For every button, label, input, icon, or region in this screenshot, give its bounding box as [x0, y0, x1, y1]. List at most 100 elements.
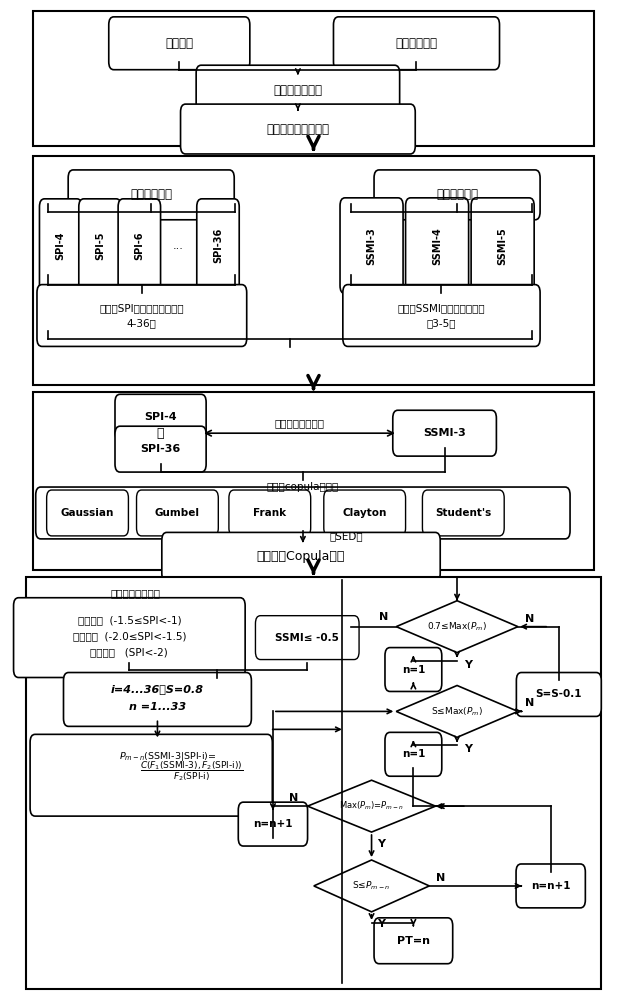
- FancyBboxPatch shape: [343, 285, 540, 346]
- Text: n=n+1: n=n+1: [531, 881, 571, 891]
- Text: SPI-36: SPI-36: [140, 444, 181, 454]
- FancyBboxPatch shape: [33, 156, 594, 385]
- FancyBboxPatch shape: [385, 648, 442, 691]
- FancyBboxPatch shape: [46, 490, 129, 536]
- Text: n=1: n=1: [402, 749, 425, 759]
- Text: 寻找最佳Copula函数: 寻找最佳Copula函数: [257, 550, 345, 563]
- FancyBboxPatch shape: [393, 410, 497, 456]
- FancyBboxPatch shape: [517, 673, 601, 716]
- FancyBboxPatch shape: [26, 577, 601, 989]
- Polygon shape: [314, 860, 429, 912]
- FancyBboxPatch shape: [118, 199, 161, 293]
- Text: Gaussian: Gaussian: [61, 508, 114, 518]
- FancyBboxPatch shape: [406, 198, 468, 294]
- Text: 中旱情景  (-1.5≤SPI<-1): 中旱情景 (-1.5≤SPI<-1): [78, 616, 181, 626]
- Text: S≤$P_{m-n}$: S≤$P_{m-n}$: [352, 880, 391, 892]
- FancyBboxPatch shape: [374, 918, 453, 964]
- FancyBboxPatch shape: [36, 487, 570, 539]
- Text: 4-36旬: 4-36旬: [127, 318, 157, 328]
- Text: Y: Y: [377, 919, 385, 929]
- Text: SPI-4: SPI-4: [144, 412, 177, 422]
- Text: SPI-4: SPI-4: [56, 231, 66, 260]
- Text: SSMI≤ -0.5: SSMI≤ -0.5: [275, 633, 339, 643]
- FancyBboxPatch shape: [115, 426, 206, 472]
- FancyBboxPatch shape: [516, 864, 586, 908]
- Text: 极旱情景   (SPI<-2): 极旱情景 (SPI<-2): [90, 648, 168, 658]
- Text: SPI-6: SPI-6: [134, 231, 144, 260]
- Polygon shape: [396, 685, 518, 737]
- Text: Clayton: Clayton: [342, 508, 387, 518]
- FancyBboxPatch shape: [471, 198, 534, 294]
- Text: n=n+1: n=n+1: [253, 819, 293, 829]
- FancyBboxPatch shape: [33, 11, 594, 146]
- Text: Frank: Frank: [253, 508, 287, 518]
- Text: SPI-36: SPI-36: [213, 228, 223, 263]
- FancyBboxPatch shape: [334, 17, 500, 70]
- Text: N: N: [289, 793, 298, 803]
- FancyBboxPatch shape: [229, 490, 311, 536]
- FancyBboxPatch shape: [137, 490, 218, 536]
- Text: SSMI-4: SSMI-4: [432, 227, 442, 265]
- FancyBboxPatch shape: [385, 732, 442, 776]
- Text: 旬尺度SPI指数时间累积范围: 旬尺度SPI指数时间累积范围: [100, 304, 184, 314]
- Text: N: N: [525, 614, 534, 624]
- FancyBboxPatch shape: [197, 199, 240, 293]
- Text: 旬尺度SSMI指数时间累积范: 旬尺度SSMI指数时间累积范: [398, 304, 485, 314]
- Text: SSMI-5: SSMI-5: [498, 227, 508, 265]
- Text: Y: Y: [377, 839, 385, 849]
- Text: n =1...33: n =1...33: [129, 702, 186, 712]
- Polygon shape: [308, 780, 436, 832]
- Text: Y: Y: [465, 660, 472, 670]
- FancyBboxPatch shape: [63, 673, 251, 726]
- Text: Gumbel: Gumbel: [155, 508, 200, 518]
- Text: PT=n: PT=n: [397, 936, 430, 946]
- Text: N: N: [379, 612, 388, 622]
- FancyBboxPatch shape: [115, 394, 206, 440]
- Text: 农业干旱指数: 农业干旱指数: [436, 188, 478, 201]
- FancyBboxPatch shape: [40, 199, 82, 293]
- Text: n=1: n=1: [402, 665, 425, 675]
- Text: Y: Y: [465, 744, 472, 754]
- Text: 0.7≤Max($P_m$): 0.7≤Max($P_m$): [427, 620, 487, 633]
- Text: N: N: [525, 698, 534, 708]
- FancyBboxPatch shape: [181, 104, 415, 154]
- FancyBboxPatch shape: [30, 734, 272, 816]
- FancyBboxPatch shape: [340, 198, 403, 294]
- FancyBboxPatch shape: [108, 17, 250, 70]
- FancyBboxPatch shape: [196, 65, 399, 115]
- FancyBboxPatch shape: [423, 490, 504, 536]
- FancyBboxPatch shape: [37, 285, 246, 346]
- FancyBboxPatch shape: [238, 802, 308, 846]
- FancyBboxPatch shape: [33, 392, 594, 570]
- Polygon shape: [396, 601, 518, 653]
- Text: 围3-5旬: 围3-5旬: [427, 318, 456, 328]
- FancyBboxPatch shape: [68, 170, 234, 220]
- Text: SSMI-3: SSMI-3: [423, 428, 466, 438]
- Text: （三种干旱情景）: （三种干旱情景）: [110, 588, 161, 598]
- FancyBboxPatch shape: [162, 532, 440, 581]
- Text: 重旱情景  (-2.0≤SPI<-1.5): 重旱情景 (-2.0≤SPI<-1.5): [73, 632, 186, 642]
- FancyBboxPatch shape: [374, 170, 540, 220]
- Text: SSMI-3: SSMI-3: [367, 227, 377, 265]
- Text: Max($P_m$)=$P_{m-n}$: Max($P_m$)=$P_{m-n}$: [339, 800, 404, 812]
- Text: 气象干旱指数: 气象干旱指数: [130, 188, 172, 201]
- FancyBboxPatch shape: [14, 598, 245, 678]
- Text: $\dfrac{C(F_1(\mathrm{SSMI\text{-}3}),F_2(\mathrm{SPI\text{-}i}))}{F_2(\mathrm{S: $\dfrac{C(F_1(\mathrm{SSMI\text{-}3}),F_…: [140, 759, 243, 783]
- Text: （SED）: （SED）: [330, 531, 364, 541]
- FancyBboxPatch shape: [255, 616, 359, 660]
- Text: SPI-5: SPI-5: [95, 231, 105, 260]
- Text: S=S-0.1: S=S-0.1: [535, 689, 582, 699]
- FancyBboxPatch shape: [79, 199, 121, 293]
- Text: i=4...36；S=0.8: i=4...36；S=0.8: [111, 684, 204, 694]
- Text: 土壤湿度数据: 土壤湿度数据: [396, 37, 438, 50]
- Text: S≤Max($P_m$): S≤Max($P_m$): [431, 705, 483, 718]
- Text: 数据进行网格化处理: 数据进行网格化处理: [266, 123, 329, 136]
- Text: N: N: [436, 873, 445, 883]
- Text: $P_{m-n}$(SSMI-3|SPI-i)=: $P_{m-n}$(SSMI-3|SPI-i)=: [119, 750, 216, 763]
- Text: ...: ...: [173, 241, 184, 251]
- Text: 整理成逐旬序列: 整理成逐旬序列: [273, 84, 322, 97]
- Text: Student's: Student's: [435, 508, 492, 518]
- FancyBboxPatch shape: [324, 490, 406, 536]
- Text: （五个copula函数）: （五个copula函数）: [266, 482, 339, 492]
- Text: 降水数据: 降水数据: [166, 37, 193, 50]
